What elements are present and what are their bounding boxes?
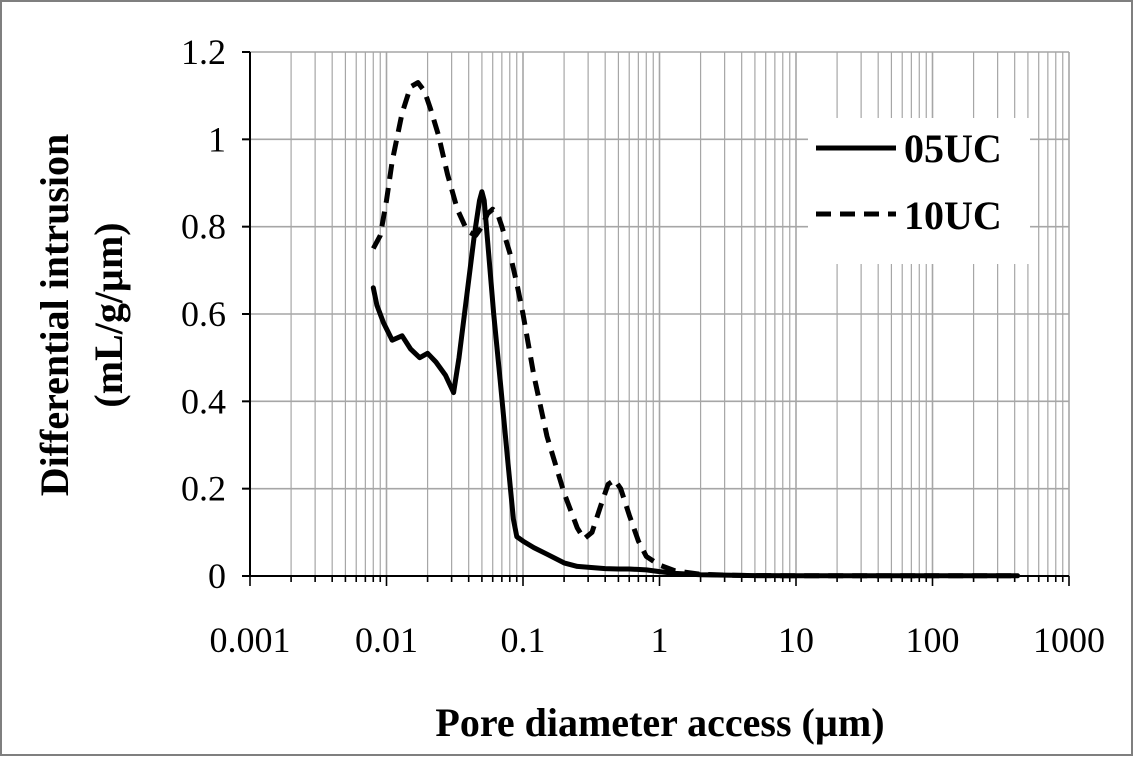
- x-tick-label: 100: [906, 620, 960, 660]
- tick-labels-layer: 0.001 0.01 0.1 1 10 100 1000 0 0.2 0.4 0.6 0.8 1 1.2: [181, 32, 1105, 660]
- y-tick-label: 0: [208, 556, 226, 596]
- x-tick-label: 0.01: [355, 620, 418, 660]
- y-tick-label: 1.2: [181, 32, 226, 72]
- legend-background: [808, 118, 1030, 264]
- y-tick-label: 0.6: [181, 294, 226, 334]
- x-tick-label: 1: [651, 620, 669, 660]
- x-tick-label: 0.001: [210, 620, 291, 660]
- y-tick-label: 0.2: [181, 469, 226, 509]
- legend: 05UC 10UC: [808, 118, 1030, 264]
- legend-label-05uc: 05UC: [904, 126, 1002, 171]
- legend-label-10uc: 10UC: [904, 193, 1002, 238]
- y-axis-title-line-1: Differential intrusion: [32, 134, 77, 497]
- series-line-10uc: [371, 80, 1018, 579]
- series-line-05uc: [370, 189, 1021, 579]
- y-tick-label: 0.8: [181, 207, 226, 247]
- y-axis-title: Differential intrusion (mL/g/µm): [32, 134, 131, 497]
- series-layer: [370, 80, 1021, 579]
- x-tick-label: 10: [778, 620, 814, 660]
- y-axis-title-line-2: (mL/g/µm): [86, 222, 131, 407]
- y-tick-label: 0.4: [181, 381, 226, 421]
- x-axis-title: Pore diameter access (µm): [435, 700, 884, 745]
- x-tick-label: 0.1: [501, 620, 546, 660]
- x-tick-label: 1000: [1033, 620, 1105, 660]
- y-tick-label: 1: [208, 119, 226, 159]
